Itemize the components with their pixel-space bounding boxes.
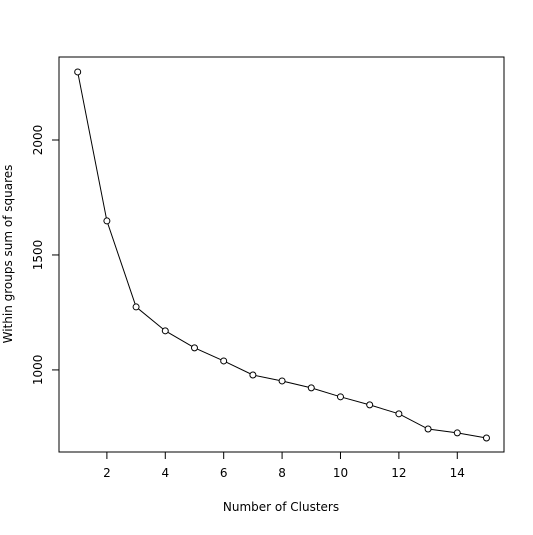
plot-frame: [58, 56, 505, 453]
y-tick-label: 1500: [31, 240, 45, 271]
point: [161, 327, 169, 335]
y-tick-label: 1000: [31, 355, 45, 386]
x-tick-label: 6: [220, 466, 228, 480]
x-tick-label: 14: [450, 466, 465, 480]
point: [424, 425, 432, 433]
point: [336, 393, 344, 401]
y-axis-label: Within groups sum of squares: [1, 165, 15, 344]
x-tick-label: 4: [161, 466, 169, 480]
point: [190, 344, 198, 352]
point: [103, 217, 111, 225]
x-axis-label: Number of Clusters: [223, 500, 339, 514]
point: [395, 410, 403, 418]
point: [249, 371, 257, 379]
x-tick-label: 12: [391, 466, 406, 480]
point: [74, 68, 82, 76]
x-tick-label: 8: [278, 466, 286, 480]
point: [307, 384, 315, 392]
point: [278, 377, 286, 385]
point: [220, 357, 228, 365]
point: [132, 303, 140, 311]
point: [482, 434, 490, 442]
point: [366, 401, 374, 409]
x-tick-label: 10: [333, 466, 348, 480]
x-tick-label: 2: [103, 466, 111, 480]
y-tick-label: 2000: [31, 125, 45, 156]
point: [453, 429, 461, 437]
